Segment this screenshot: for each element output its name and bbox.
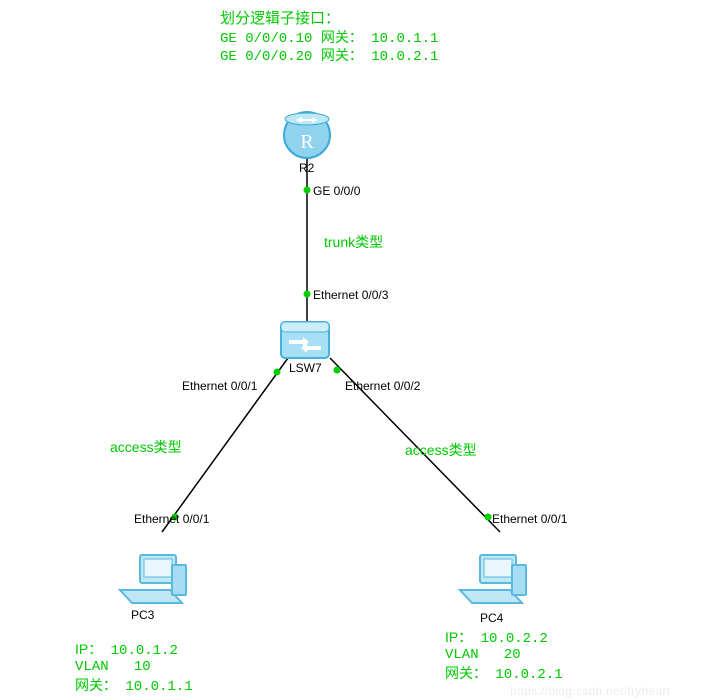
pc3-ip-label: IP： [75,641,102,657]
port-label: Ethernet 0/0/1 [182,378,257,395]
pc4-gw: 10.0.2.1 [495,667,562,683]
pc4-label: PC4 [480,610,503,627]
pc3-vlan-label: VLAN [75,659,109,675]
switch-icon [281,322,329,358]
subif-title: 划分逻辑子接口： [220,8,340,29]
svg-text:R: R [300,131,314,153]
pc4-ip: 10.0.2.2 [481,631,548,647]
pc3-icon [120,555,186,603]
pc3-label: PC3 [131,607,154,624]
port-label: GE 0/0/0 [313,183,360,200]
port-dot [304,291,311,298]
port-dot [274,369,281,376]
pc3-gw-label: 网关： [75,677,117,693]
subif2-gwlabel: 网关： [321,47,363,63]
pc3-ip: 10.0.1.2 [111,643,178,659]
pc4-vlan-label: VLAN [445,647,479,663]
router-icon: R [284,112,330,158]
trunk-annotation: trunk类型 [324,233,383,253]
pc4-vlan-line: VLAN 20 [445,646,521,666]
pc4-ip-label: IP： [445,629,472,645]
switch-label: LSW7 [289,360,322,377]
router-label: R2 [299,160,314,177]
port-label: Ethernet 0/0/1 [492,511,567,528]
pc3-vlan-line: VLAN 10 [75,658,151,678]
subif1-gwlabel: 网关： [321,29,363,45]
pc4-icon [460,555,526,603]
port-dot [304,187,311,194]
port-dot [334,367,341,374]
subif-line2: GE 0/0/0.20 网关： 10.0.2.1 [220,46,438,68]
port-label: Ethernet 0/0/1 [134,511,209,528]
subif2-ip: 10.0.2.1 [371,49,438,65]
pc4-vlan: 20 [504,647,521,663]
pc3-vlan: 10 [134,659,151,675]
pc4-gw-label: 网关： [445,665,487,681]
topology-svg: R [0,0,714,700]
watermark-text: https://blog.csdn.net/tryheart [510,684,670,698]
diagram-canvas: R R2 LSW7 PC3 PC4 GE 0/0/0 Ethernet 0/0/ [0,0,714,700]
subif2-intf: GE 0/0/0.20 [220,49,312,65]
access-left-annotation: access类型 [110,438,182,458]
pc4-gw-line: 网关： 10.0.2.1 [445,664,563,686]
port-label: Ethernet 0/0/3 [313,287,388,304]
access-right-annotation: access类型 [405,441,477,461]
subif1-intf: GE 0/0/0.10 [220,31,312,47]
pc3-gw: 10.0.1.1 [125,679,192,695]
port-label: Ethernet 0/0/2 [345,378,420,395]
pc3-gw-line: 网关： 10.0.1.1 [75,676,193,698]
subif1-ip: 10.0.1.1 [371,31,438,47]
port-dot [485,514,492,521]
